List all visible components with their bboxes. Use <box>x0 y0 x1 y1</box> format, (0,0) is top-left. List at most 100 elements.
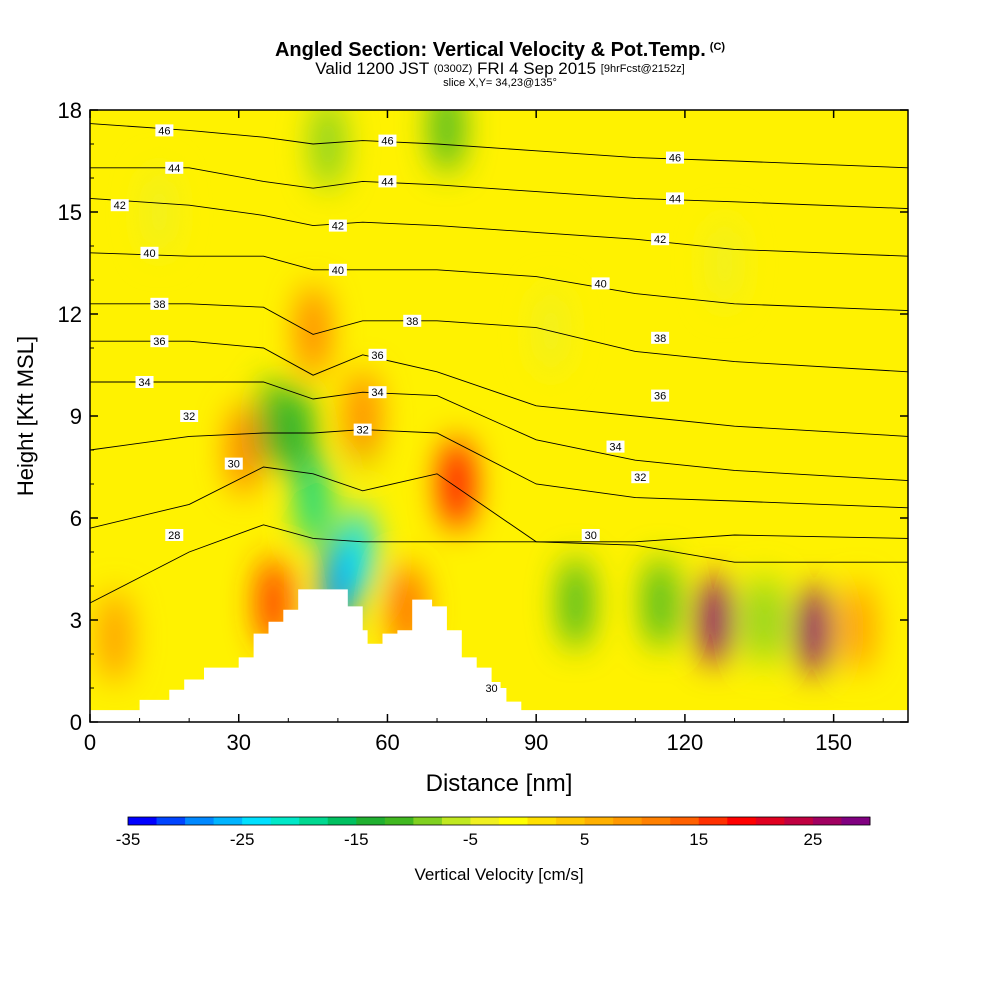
colorbar-swatch <box>499 817 529 825</box>
contour-label: 46 <box>158 125 170 137</box>
contour-label: 40 <box>143 248 155 260</box>
colorbar-frame <box>127 816 871 826</box>
colorbar-swatch <box>441 817 471 825</box>
contour-label-box <box>328 263 347 276</box>
contour-label-box <box>165 161 184 174</box>
velocity-cell <box>748 574 781 666</box>
contour-label-box <box>353 423 372 436</box>
contour-label-box <box>665 151 684 164</box>
colorbar-swatch <box>727 817 757 825</box>
x-axis: 0 30 60 90 120 150 <box>84 110 884 755</box>
x-tick-label: 0 <box>84 730 96 755</box>
x-tick-label: 30 <box>226 730 250 755</box>
chart-title-line: Angled Section: Vertical Velocity & Pot.… <box>0 36 1000 61</box>
contour-label-box <box>368 386 387 399</box>
contour-label: 38 <box>654 333 666 345</box>
contour-label-box <box>368 348 387 361</box>
colorbar-swatch <box>270 817 300 825</box>
isentrope-46 <box>90 123 908 169</box>
colorbar-swatch <box>556 817 586 825</box>
contour-label: 36 <box>371 350 383 362</box>
colorbar-swatch <box>185 817 215 825</box>
contour-label-box <box>651 331 670 344</box>
contour-label-box <box>581 529 600 541</box>
colorbar-tick-label: 15 <box>689 830 708 849</box>
valid-utc: (0300Z) <box>433 63 473 75</box>
velocity-cell <box>297 285 330 377</box>
colorbar-swatch <box>698 817 728 825</box>
x-tick-label: 120 <box>667 730 704 755</box>
isentrope-30 <box>90 466 908 543</box>
x-tick-label: 90 <box>524 730 548 755</box>
colorbar-swatch <box>613 817 643 825</box>
isentrope-34 <box>90 381 908 482</box>
colorbar-swatch <box>641 817 671 825</box>
contour-label: 42 <box>654 234 666 246</box>
x-tick-label: 60 <box>375 730 399 755</box>
velocity-cell <box>644 557 677 649</box>
contour-label: 42 <box>332 221 344 233</box>
colorbar-swatch <box>413 817 443 825</box>
velocity-cell <box>440 438 473 530</box>
contour-label-box <box>140 246 159 259</box>
velocity-cell <box>311 110 344 190</box>
velocity-background <box>90 110 908 722</box>
contour-label: 34 <box>609 442 621 454</box>
colorbar-swatch <box>356 817 386 825</box>
contour-label-box <box>591 277 610 290</box>
contour-label: 38 <box>153 299 165 311</box>
isentrope-44 <box>90 167 908 210</box>
contour-label: 44 <box>381 176 393 188</box>
contour-label-box <box>150 335 169 348</box>
colorbar-swatch <box>784 817 814 825</box>
velocity-cell <box>346 370 379 462</box>
contour-label: 36 <box>153 336 165 348</box>
velocity-field: 46 46 46 44 44 44 42 42 42 40 40 40 38 38 38 36 36 36 34 34… <box>90 110 908 722</box>
contour-label: 40 <box>595 278 607 290</box>
contour-label-box <box>135 376 154 388</box>
colorbar-swatch <box>156 817 186 825</box>
contour-label-box <box>165 529 184 541</box>
y-axis-label: Height [Kft MSL] <box>13 336 38 496</box>
colorbar-swatch <box>327 817 357 825</box>
velocity-cell <box>341 506 374 598</box>
forecast-info: [9hrFcst@2152z] <box>600 63 685 75</box>
contour-label-box <box>631 471 650 484</box>
isentrope-36 <box>90 340 908 437</box>
colorbar: -35 -25 -15 -5 5 15 25 <box>116 816 871 849</box>
velocity-cell <box>257 376 290 469</box>
contour-label-box <box>378 175 397 188</box>
colorbar-tick-label: -15 <box>344 830 369 849</box>
y-tick-label: 9 <box>70 404 82 429</box>
contour-label: 46 <box>669 153 681 165</box>
isentrope-28 <box>90 524 908 604</box>
velocity-cell <box>143 166 176 258</box>
colorbar-swatch <box>213 817 243 825</box>
contour-label-box <box>651 389 670 402</box>
velocity-cell <box>797 584 830 677</box>
contour-label: 44 <box>168 163 180 175</box>
velocity-cell <box>842 580 875 673</box>
colorbar-swatch <box>812 817 842 825</box>
colorbar-swatch <box>470 817 500 825</box>
colorbar-swatch <box>755 817 785 825</box>
colorbar-swatch <box>584 817 614 825</box>
colorbar-swatch <box>527 817 557 825</box>
isentrope-32 <box>90 429 908 509</box>
chart-header: Angled Section: Vertical Velocity & Pot.… <box>0 36 1000 89</box>
contour-label-box <box>155 124 174 137</box>
velocity-cell <box>698 574 731 666</box>
contour-label: 38 <box>406 316 418 328</box>
y-tick-label: 6 <box>70 506 82 531</box>
contour-label: 30 <box>228 459 240 471</box>
contour-label: 36 <box>654 391 666 403</box>
colorbar-swatch <box>128 817 158 825</box>
terrain-profile <box>90 589 908 722</box>
contour-label: 40 <box>332 265 344 277</box>
isentrope-38 <box>90 303 908 373</box>
colorbar-tick-label: -35 <box>116 830 141 849</box>
colorbar-tick-label: -5 <box>463 830 478 849</box>
contour-label: 28 <box>168 530 180 542</box>
